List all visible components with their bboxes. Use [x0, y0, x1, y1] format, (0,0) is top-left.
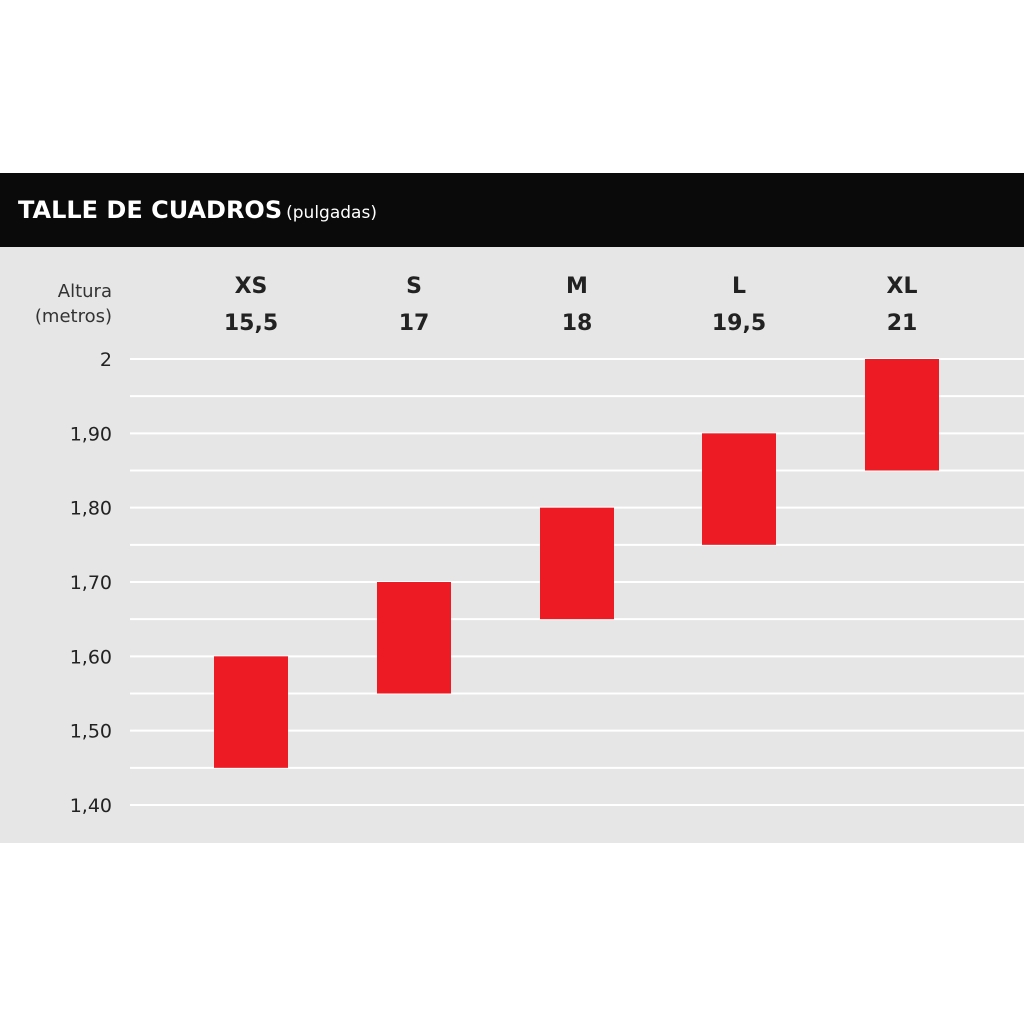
size-label: XS	[235, 274, 268, 299]
size-label: S	[406, 274, 422, 299]
y-tick-label: 1,60	[70, 646, 112, 668]
height-range-bar	[702, 433, 776, 545]
height-range-bar	[214, 656, 288, 768]
y-tick-label: 1,80	[70, 498, 112, 520]
y-tick-label: 2	[100, 349, 112, 371]
frame-size-label: 19,5	[712, 311, 766, 336]
y-tick-label: 1,70	[70, 572, 112, 594]
chart-title-text: TALLE DE CUADROS	[18, 196, 283, 224]
chart-title-unit: (pulgadas)	[286, 203, 377, 223]
chart-title: TALLE DE CUADROS (pulgadas)	[18, 196, 377, 224]
y-tick-label: 1,40	[70, 795, 112, 817]
y-tick-label: 1,50	[70, 721, 112, 743]
size-label: M	[566, 274, 588, 299]
y-axis-label: Altura	[58, 281, 112, 302]
size-chart: 2 1,90 1,80 1,70 1,60 1,50 1,40 Altura (metros) X…	[35, 274, 1024, 817]
frame-size-label: 21	[887, 311, 918, 336]
height-range-bar	[540, 507, 614, 620]
y-axis-label: (metros)	[35, 306, 112, 327]
frame-size-label: 17	[399, 311, 430, 336]
frame-size-label: 18	[562, 311, 593, 336]
size-label: XL	[887, 274, 918, 299]
height-range-bar	[377, 582, 451, 694]
y-tick-label: 1,90	[70, 423, 112, 445]
frame-size-label: 15,5	[224, 311, 278, 336]
size-label: L	[732, 274, 746, 299]
chart-header	[0, 173, 1024, 247]
chart-panel: 2 1,90 1,80 1,70 1,60 1,50 1,40 Altura (metros) X…	[0, 247, 1024, 843]
height-range-bar	[865, 359, 939, 471]
